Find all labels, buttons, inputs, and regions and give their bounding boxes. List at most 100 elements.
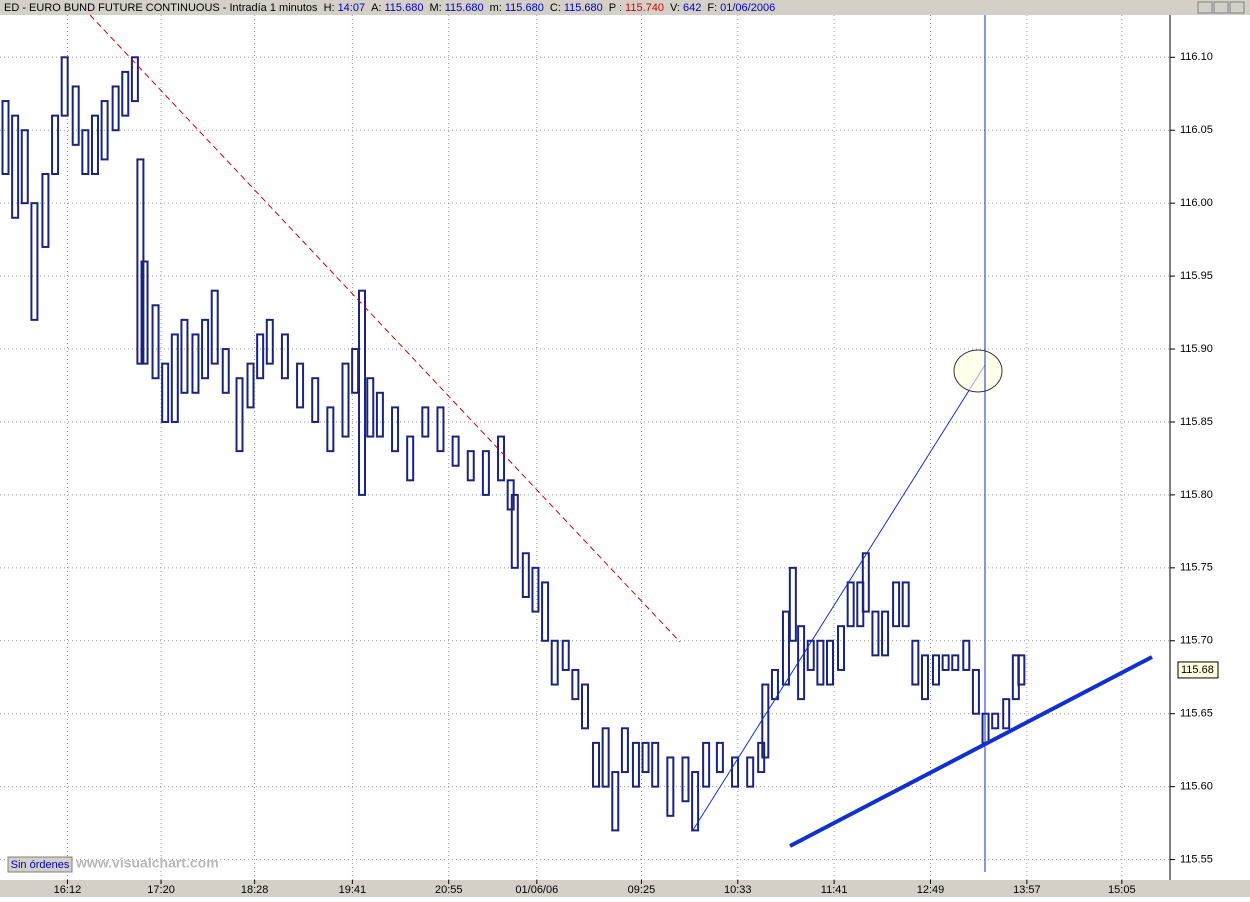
last-price-box	[1177, 661, 1219, 679]
range-bar	[806, 639, 815, 671]
maximize-button[interactable]	[1213, 1, 1229, 14]
x-tick-label: 20:55	[435, 884, 463, 896]
range-bar	[1017, 654, 1026, 686]
range-bar	[601, 727, 610, 788]
header-bar	[0, 0, 1250, 15]
range-bar	[191, 333, 200, 394]
range-bar	[41, 172, 50, 248]
y-tick-label: 115.85	[1180, 416, 1213, 428]
range-bar	[510, 493, 519, 569]
x-tick-label: 11:41	[821, 884, 848, 896]
range-bar	[358, 289, 367, 496]
range-bar	[788, 566, 797, 642]
axes: 115.55 115.60 115.65 115.70 115.75 115.80 115.…	[54, 51, 1219, 896]
range-bar	[81, 129, 90, 175]
range-bar	[366, 377, 375, 438]
x-tick-label: 17:20	[147, 884, 175, 896]
range-bar	[391, 406, 400, 453]
range-bar	[981, 712, 990, 744]
range-bar	[871, 610, 880, 657]
watermark: www.visualchart.com	[75, 855, 219, 871]
range-bar	[797, 625, 806, 701]
support-line	[789, 655, 1153, 848]
target-ellipse	[953, 349, 1003, 393]
status-button[interactable]	[7, 856, 73, 873]
header-field-value: 115.740	[625, 2, 664, 14]
x-tick-label: 09:25	[628, 884, 656, 896]
range-bar	[611, 771, 620, 832]
x-tick-label: 18:28	[241, 884, 269, 896]
range-bar	[631, 741, 640, 788]
range-bar	[111, 85, 120, 132]
range-bar	[161, 362, 170, 423]
x-axis-strip	[0, 880, 1250, 897]
x-tick-label: 10:33	[724, 884, 752, 896]
range-bar	[941, 654, 950, 671]
range-bar	[920, 654, 929, 701]
y-tick-label: 115.65	[1180, 708, 1213, 720]
range-bar	[421, 406, 430, 438]
header-field-value: 14:07	[338, 2, 366, 14]
header-field-label: V:	[670, 2, 680, 14]
range-bar	[11, 114, 20, 219]
range-bar	[962, 639, 971, 671]
range-bar	[235, 377, 244, 453]
close-button[interactable]	[1229, 1, 1245, 14]
header-field-label: C:	[550, 2, 561, 14]
range-bar	[497, 435, 506, 482]
header-field-label: A:	[371, 2, 381, 14]
range-bar	[210, 289, 219, 365]
y-tick-label: 115.75	[1180, 562, 1213, 574]
y-tick-label: 115.70	[1180, 635, 1213, 647]
range-bar	[837, 625, 846, 671]
range-bar	[932, 654, 940, 686]
grid	[0, 15, 1170, 880]
minimize-button[interactable]	[1197, 1, 1213, 14]
range-bar	[581, 683, 589, 730]
range-bar	[296, 362, 305, 409]
range-bar	[130, 56, 139, 103]
range-bar	[761, 683, 770, 759]
range-bar	[826, 639, 835, 686]
header-field-value: 115.680	[505, 2, 544, 14]
range-bar	[901, 581, 910, 628]
range-bar	[466, 450, 475, 482]
header-text: ED - EURO BUND FUTURE CONTINUOUS - Intra…	[4, 2, 775, 14]
trend-line-thin	[692, 364, 986, 831]
range-bar	[201, 318, 210, 380]
range-bar	[971, 668, 980, 715]
range-bar	[375, 391, 384, 438]
range-bar	[481, 450, 490, 496]
range-bar	[881, 610, 890, 657]
range-bar	[170, 333, 179, 423]
x-tick-label: 19:41	[339, 884, 367, 896]
range-bar	[265, 318, 274, 365]
y-tick-label: 116.10	[1180, 51, 1213, 63]
range-bar	[451, 435, 460, 467]
range-bar	[561, 639, 570, 671]
range-bar	[406, 435, 415, 482]
last-price-label: 115.68	[1181, 664, 1214, 676]
range-bar	[861, 552, 870, 613]
header-field-value: 115.680	[564, 2, 603, 14]
bars	[1, 56, 1026, 832]
range-bar	[326, 406, 335, 453]
header-field-value: 115.680	[445, 2, 484, 14]
range-bar	[1, 100, 10, 175]
range-bar	[60, 56, 69, 117]
range-bar	[681, 756, 690, 803]
range-bar	[90, 114, 99, 175]
range-bar	[691, 771, 700, 832]
range-bar	[1002, 698, 1011, 730]
y-tick-label: 116.05	[1180, 124, 1213, 136]
header-field-value: 115.680	[385, 2, 424, 14]
y-tick-label: 115.90	[1180, 343, 1213, 355]
range-bar	[715, 741, 724, 774]
header-field-label: M:	[429, 2, 441, 14]
range-bar	[351, 348, 360, 394]
range-bar	[620, 727, 629, 774]
range-bar	[100, 100, 109, 161]
range-bar	[846, 581, 855, 628]
